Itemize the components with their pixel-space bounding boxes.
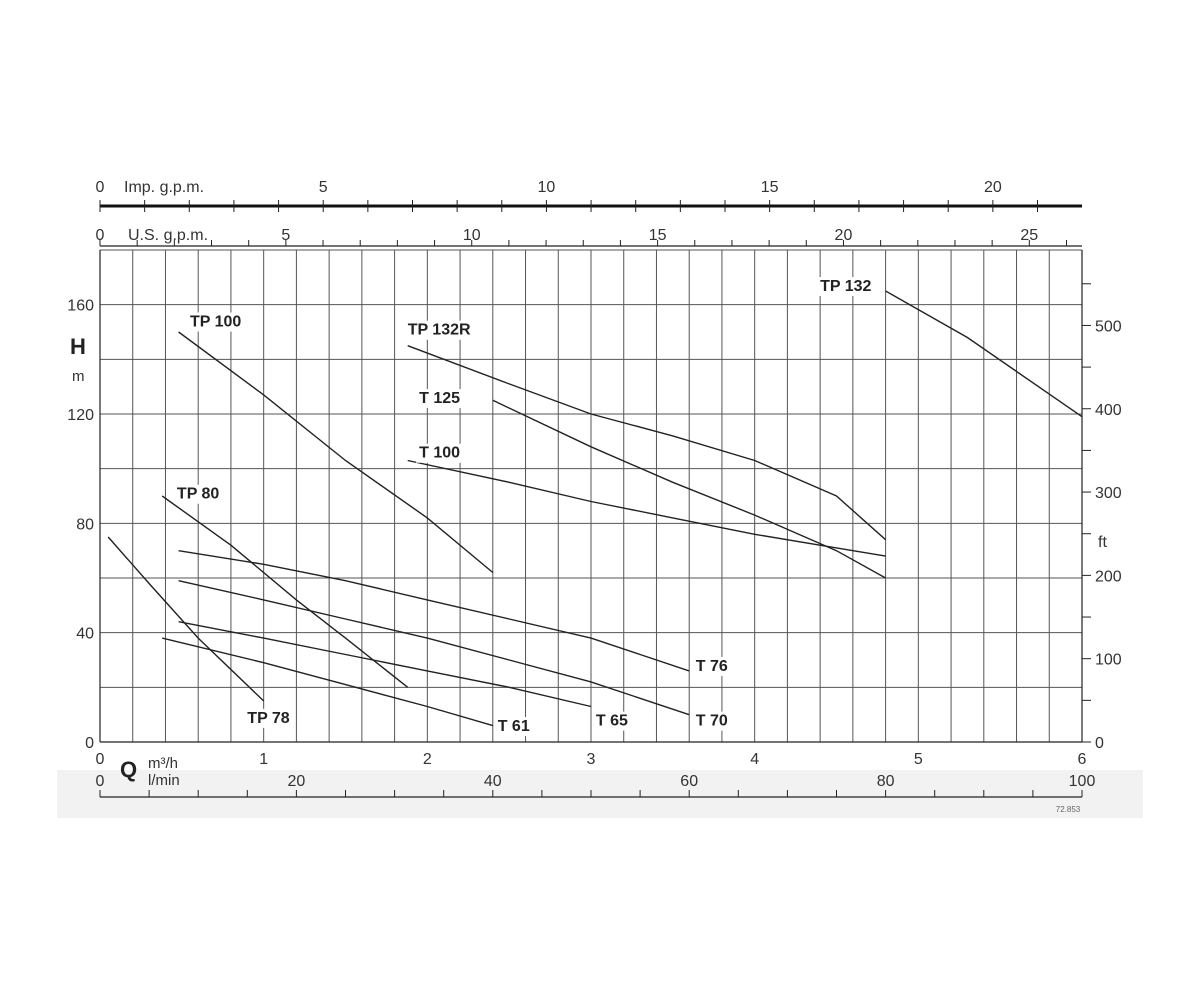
- label-t-70: T 70: [696, 713, 728, 730]
- q-m3h-tick-label: 5: [914, 751, 923, 768]
- h-ft-tick-label: 500: [1095, 318, 1122, 335]
- label-background: [494, 717, 533, 737]
- q-m3h-tick-label: 1: [259, 751, 268, 768]
- us-gpm-tick-label: 15: [649, 227, 667, 244]
- curve-t-76: [178, 550, 690, 672]
- curve-tp-80: [161, 495, 409, 688]
- label-t-125: T 125: [419, 390, 460, 407]
- label-tp-78: TP 78: [247, 710, 289, 727]
- label-background: [173, 484, 223, 504]
- h-ft-tick-label: 100: [1095, 652, 1122, 669]
- h-m-tick-label: 160: [67, 298, 94, 315]
- us-gpm-tick-label: 20: [835, 227, 853, 244]
- q-lmin-tick-label: 60: [680, 773, 698, 790]
- label-background: [416, 443, 464, 463]
- q-m3h-tick-label: 3: [587, 751, 596, 768]
- label-background: [692, 711, 731, 731]
- curve-t-100: [407, 459, 886, 557]
- label-t-76: T 76: [696, 658, 728, 675]
- curve-t-70: [178, 580, 690, 716]
- h-axis-unit: m: [72, 368, 85, 385]
- h-ft-tick-label: 200: [1095, 568, 1122, 585]
- curve-tp-100: [178, 331, 494, 574]
- h-ft-tick-label: 0: [1095, 735, 1104, 752]
- imp-gpm-axis-label: Imp. g.p.m.: [124, 179, 204, 196]
- curve-tp-132r: [407, 345, 887, 541]
- label-tp-100: TP 100: [190, 314, 241, 331]
- curve-tp-78: [107, 536, 265, 702]
- curve-t-61: [162, 637, 493, 727]
- series-labels: TP 100 TP 80 TP 78 TP 132R TP 132 T 125 T 100 T…: [173, 277, 875, 737]
- q-m3h-unit: m³/h: [148, 755, 178, 772]
- us-gpm-axis-label: U.S. g.p.m.: [128, 227, 208, 244]
- drawing-code: 72.853: [1056, 805, 1081, 814]
- label-background: [817, 277, 875, 296]
- q-m3h-tick-label: 6: [1078, 751, 1087, 768]
- curve-t-65: [178, 621, 592, 708]
- q-m3h-tick-label: 4: [750, 751, 759, 768]
- label-tp-80: TP 80: [177, 486, 220, 503]
- label-background: [592, 711, 632, 731]
- q-lmin-tick-label: 0: [96, 773, 105, 790]
- h-axis-symbol: H: [70, 334, 86, 359]
- axes-text: Imp. g.p.m.0 5 10 15 20U.S. g.p.m.0 5 10 15 20 25…: [67, 179, 1122, 814]
- q-m3h-tick-label: 2: [423, 751, 432, 768]
- imp-gpm-tick-label: 5: [319, 179, 328, 196]
- us-gpm-tick-label: 5: [281, 227, 290, 244]
- label-tp-132: TP 132: [820, 278, 871, 295]
- us-gpm-tick-label: 10: [463, 227, 481, 244]
- q-axis-symbol: Q: [120, 757, 137, 782]
- label-t-65: T 65: [596, 713, 628, 730]
- imp-gpm-tick-label: 10: [538, 179, 556, 196]
- q-lmin-tick-label: 20: [288, 773, 306, 790]
- h-ft-axis-unit: ft: [1098, 534, 1107, 551]
- label-t-100: T 100: [419, 445, 460, 462]
- label-t-61: T 61: [498, 718, 530, 735]
- label-tp-132r: TP 132R: [408, 322, 471, 339]
- curves: [107, 290, 1083, 727]
- imp-gpm-tick-label: 20: [984, 179, 1002, 196]
- us-gpm-tick-label: 0: [96, 227, 105, 244]
- h-ft-tick-label: 400: [1095, 402, 1122, 419]
- q-lmin-tick-label: 80: [877, 773, 895, 790]
- h-m-tick-label: 120: [67, 407, 94, 424]
- imp-gpm-tick-label: 0: [96, 179, 105, 196]
- label-background: [416, 389, 464, 409]
- curve-t-125: [492, 399, 886, 579]
- label-background: [244, 708, 293, 728]
- h-m-tick-label: 80: [76, 516, 94, 533]
- h-m-tick-label: 40: [76, 626, 94, 643]
- label-background: [187, 312, 245, 332]
- curve-tp-132: [885, 290, 1083, 418]
- q-m3h-tick-label: 0: [96, 751, 105, 768]
- grid: [99, 249, 1083, 743]
- q-lmin-tick-label: 100: [1069, 773, 1096, 790]
- q-lmin-tick-label: 40: [484, 773, 502, 790]
- h-ft-tick-label: 300: [1095, 485, 1122, 502]
- plot-frame: [99, 200, 1091, 798]
- h-m-tick-label: 0: [85, 735, 94, 752]
- us-gpm-tick-label: 25: [1020, 227, 1038, 244]
- label-background: [404, 320, 474, 340]
- bottom-shade: [57, 770, 1143, 818]
- q-lmin-unit: l/min: [148, 772, 180, 789]
- imp-gpm-tick-label: 15: [761, 179, 779, 196]
- label-background: [692, 656, 731, 676]
